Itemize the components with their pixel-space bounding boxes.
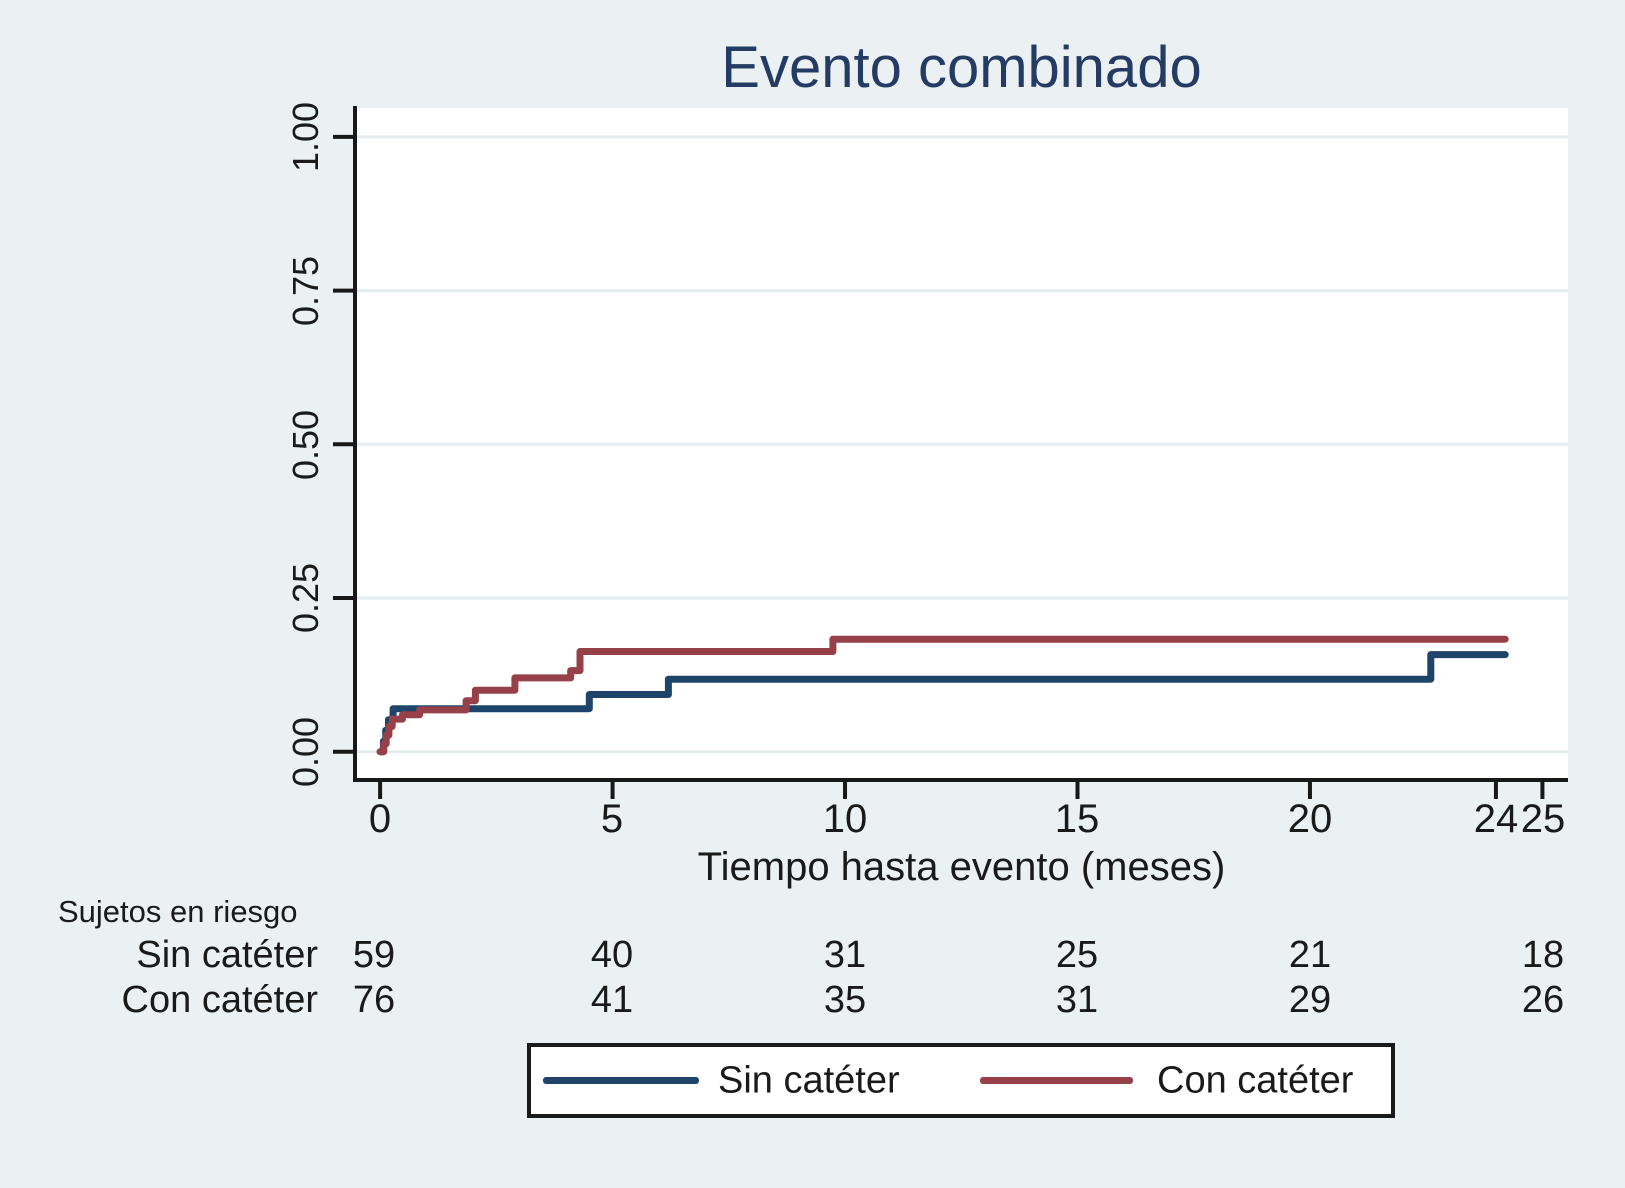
risk-count: 31 <box>1055 979 1099 1021</box>
risk-row-label-sin-cateter: Sin catéter <box>136 934 318 976</box>
risk-count: 31 <box>823 934 867 976</box>
risk-count: 26 <box>1521 979 1565 1021</box>
x-tick-label-10: 10 <box>822 797 868 841</box>
x-tick-label-0: 0 <box>368 797 392 841</box>
risk-count: 40 <box>590 934 634 976</box>
legend-label-con-cateter: Con catéter <box>1157 1059 1354 1101</box>
risk-count: 35 <box>823 979 867 1021</box>
risk-row-label-con-cateter: Con catéter <box>121 979 318 1021</box>
legend: Sin catéter Con catéter <box>527 1043 1395 1118</box>
legend-line-sample-sin-cateter <box>543 1077 699 1084</box>
x-tick-label-25: 25 <box>1520 797 1566 841</box>
x-tick-label-20: 20 <box>1287 797 1333 841</box>
risk-count: 21 <box>1288 934 1332 976</box>
y-tick-label-075: 0.75 <box>285 255 326 327</box>
y-tick-label-100: 1.00 <box>285 101 326 173</box>
x-tick-label-15: 15 <box>1054 797 1100 841</box>
risk-count: 41 <box>590 979 634 1021</box>
x-axis-title: Tiempo hasta evento (meses) <box>697 845 1226 889</box>
chart-title: Evento combinado <box>721 35 1202 100</box>
y-tick-label-025: 0.25 <box>285 562 326 634</box>
survival-curve-con-cat-ter <box>376 635 1509 756</box>
risk-count: 18 <box>1521 934 1565 976</box>
risk-count: 76 <box>352 979 396 1021</box>
risk-table-heading: Sujetos en riesgo <box>58 894 298 929</box>
risk-count: 59 <box>352 934 396 976</box>
x-tick-label-5: 5 <box>600 797 624 841</box>
legend-line-sample-con-cateter <box>980 1077 1133 1084</box>
x-tick-label-24: 24 <box>1473 797 1519 841</box>
risk-count: 25 <box>1055 934 1099 976</box>
legend-label-sin-cateter: Sin catéter <box>718 1059 900 1101</box>
risk-count: 29 <box>1288 979 1332 1021</box>
y-tick-label-000: 0.00 <box>285 716 326 788</box>
y-tick-label-050: 0.50 <box>285 409 326 481</box>
